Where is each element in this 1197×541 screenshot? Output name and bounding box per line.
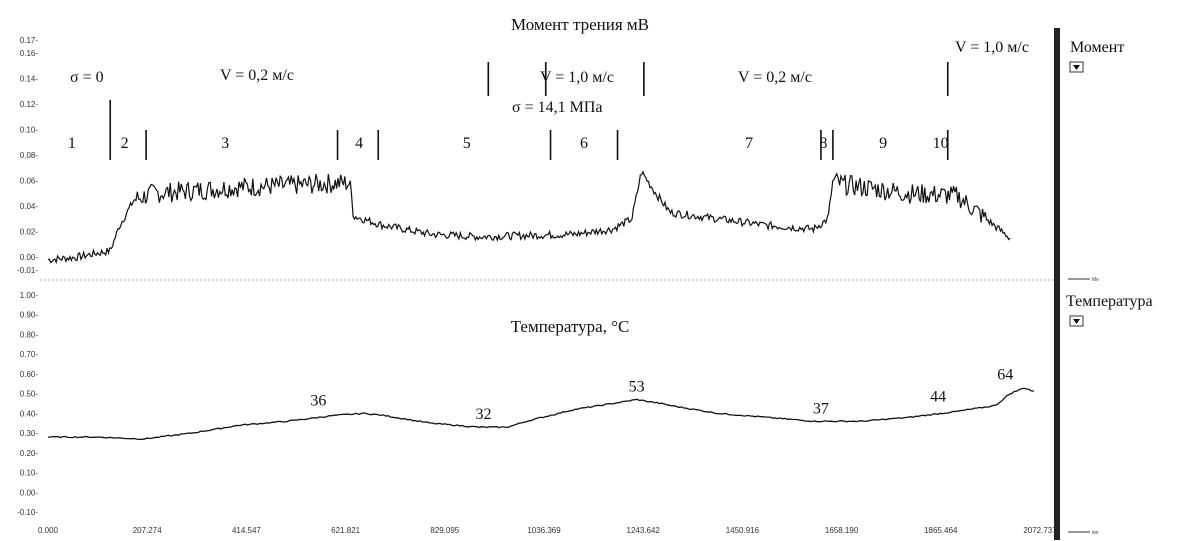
- moment-chart: Момент трения мВ 0.17-0.16-0.14-0.12-0.1…: [17, 15, 1029, 275]
- x-tick-label: 621.821: [331, 526, 360, 535]
- x-tick-label: 1865.464: [924, 526, 958, 535]
- temperature-y-ticks: 1.00- 0.90- 0.80- 0.70- 0.60- 0.50- 0.40- 0.30-…: [17, 291, 38, 517]
- annotation-sigma0: σ = 0: [70, 69, 104, 86]
- moment-chart-title: Момент трения мВ: [511, 15, 649, 34]
- y-tick-label: 0.02-: [20, 228, 39, 237]
- segment-label: 9: [879, 135, 887, 152]
- y-tick-label: 0.17-: [20, 36, 39, 45]
- y-tick-label: -0.10-: [17, 508, 38, 517]
- temperature-chart: Температура, °C 1.00- 0.90- 0.80- 0.70- 0.60…: [17, 291, 1057, 535]
- y-tick-label: 0.80-: [20, 330, 39, 339]
- y-tick-label: 0.06-: [20, 177, 39, 186]
- segment-label: 6: [580, 135, 588, 152]
- point-label: 36: [310, 392, 326, 409]
- segment-label: 7: [745, 135, 753, 152]
- temperature-legend-label: tмг: [1092, 530, 1099, 536]
- y-tick-label: 0.70-: [20, 350, 39, 359]
- y-tick-label: 0.50-: [20, 390, 39, 399]
- x-tick-label: 1036.369: [527, 526, 561, 535]
- segment-label: 3: [221, 135, 229, 152]
- x-tick-label: 2072.737: [1023, 526, 1057, 535]
- moment-segment-labels: 1 2 3 4 5 6 7 8 9 10: [68, 135, 949, 152]
- side-scroll-bar[interactable]: [1054, 28, 1060, 540]
- x-tick-label: 1243.642: [627, 526, 661, 535]
- moment-segment-markers: [109, 62, 949, 160]
- y-tick-label: 0.10-: [20, 469, 39, 478]
- segment-label: 4: [355, 135, 363, 152]
- point-label: 32: [476, 406, 492, 423]
- temperature-x-ticks: 0.000 207.274 414.547 621.821 829.095 1036.36…: [38, 526, 1057, 535]
- y-tick-label: 0.04-: [20, 202, 39, 211]
- point-label: 53: [629, 379, 645, 396]
- x-tick-label: 829.095: [430, 526, 459, 535]
- segment-label: 1: [68, 135, 76, 152]
- segment-label: 5: [463, 135, 471, 152]
- y-tick-label: 0.16-: [20, 49, 39, 58]
- y-tick-label: 0.90-: [20, 311, 39, 320]
- temperature-chart-title: Температура, °C: [511, 317, 630, 336]
- moment-y-ticks: 0.17- 0.16- 0.14- 0.12- 0.10- 0.08- 0.06- 0.04-…: [17, 36, 38, 275]
- moment-panel-label: Момент: [1070, 39, 1124, 56]
- segment-label: 2: [121, 135, 129, 152]
- moment-series-line: [47, 170, 1011, 265]
- x-tick-label: 414.547: [232, 526, 261, 535]
- moment-legend-label: Mн: [1092, 277, 1099, 283]
- y-tick-label: 0.10-: [20, 125, 39, 134]
- chevron-down-icon: [1073, 319, 1080, 324]
- y-tick-label: 0.20-: [20, 449, 39, 458]
- temperature-point-labels: 36 32 53 37 44 64: [310, 367, 1013, 423]
- y-tick-label: 0.40-: [20, 409, 39, 418]
- y-tick-label: 0.12-: [20, 100, 39, 109]
- y-tick-label: -0.01-: [17, 266, 38, 275]
- point-label: 44: [930, 388, 946, 405]
- x-tick-label: 0.000: [38, 526, 59, 535]
- point-label: 37: [813, 400, 829, 417]
- segment-label: 8: [819, 135, 827, 152]
- temperature-series-line: [48, 387, 1034, 441]
- annotation-v2: V = 1,0 м/с: [540, 69, 614, 86]
- y-tick-label: 0.60-: [20, 370, 39, 379]
- x-tick-label: 1450.916: [726, 526, 760, 535]
- annotation-v4: V = 1,0 м/с: [955, 39, 1029, 56]
- x-tick-label: 207.274: [133, 526, 162, 535]
- annotation-v1: V = 0,2 м/с: [220, 67, 294, 84]
- chevron-down-icon: [1073, 65, 1080, 70]
- y-tick-label: 0.30-: [20, 429, 39, 438]
- y-tick-label: 0.08-: [20, 151, 39, 160]
- annotation-v3: V = 0,2 м/с: [738, 69, 812, 86]
- y-tick-label: 0.14-: [20, 74, 39, 83]
- y-tick-label: 0.00-: [20, 253, 39, 262]
- annotation-sigma1: σ = 14,1 МПа: [512, 99, 603, 116]
- point-label: 64: [997, 367, 1013, 384]
- temperature-panel-label: Температура: [1066, 293, 1153, 310]
- x-tick-label: 1658.190: [825, 526, 859, 535]
- y-tick-label: 0.00-: [20, 488, 39, 497]
- segment-label: 10: [933, 135, 949, 152]
- y-tick-label: 1.00-: [20, 291, 39, 300]
